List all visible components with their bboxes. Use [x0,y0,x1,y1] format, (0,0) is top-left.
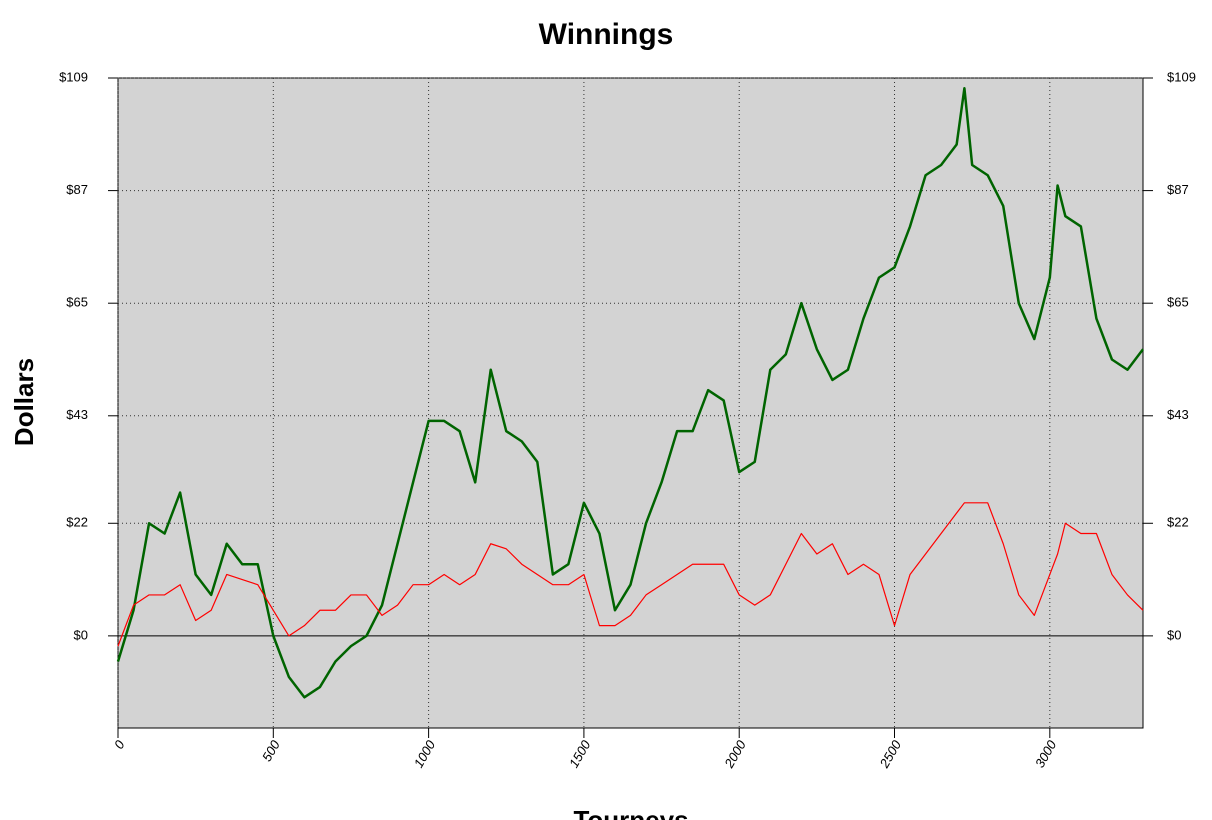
y-axis-label: Dollars [9,358,39,446]
y2-tick-label: $65 [1167,295,1189,310]
x-tick-label: 500 [259,737,283,764]
y-tick-label: $43 [66,407,88,422]
plot-area [117,77,1144,729]
y2-tick-label: $22 [1167,515,1189,530]
y2-tick-label: $87 [1167,182,1189,197]
x-tick-label: 3000 [1032,737,1060,770]
series-line [116,86,1144,699]
chart-title: Winnings [539,18,674,51]
y-tick-label: $87 [66,182,88,197]
y2-tick-label: $43 [1167,407,1189,422]
x-axis-label: Tourneys [573,805,688,820]
x-tick-label: 2500 [876,737,904,771]
x-tick-label: 1000 [411,737,439,770]
y-tick-label: $109 [59,69,88,84]
x-tick-label: 1500 [566,737,594,770]
y-tick-label: $0 [74,627,88,642]
y2-tick-label: $0 [1167,627,1181,642]
x-tick-label: 0 [111,737,128,751]
y-tick-label: $22 [66,515,88,530]
y2-tick-label: $109 [1167,69,1196,84]
y-tick-label: $65 [66,295,88,310]
x-tick-label: 2000 [721,737,749,771]
series-line [117,502,1144,647]
